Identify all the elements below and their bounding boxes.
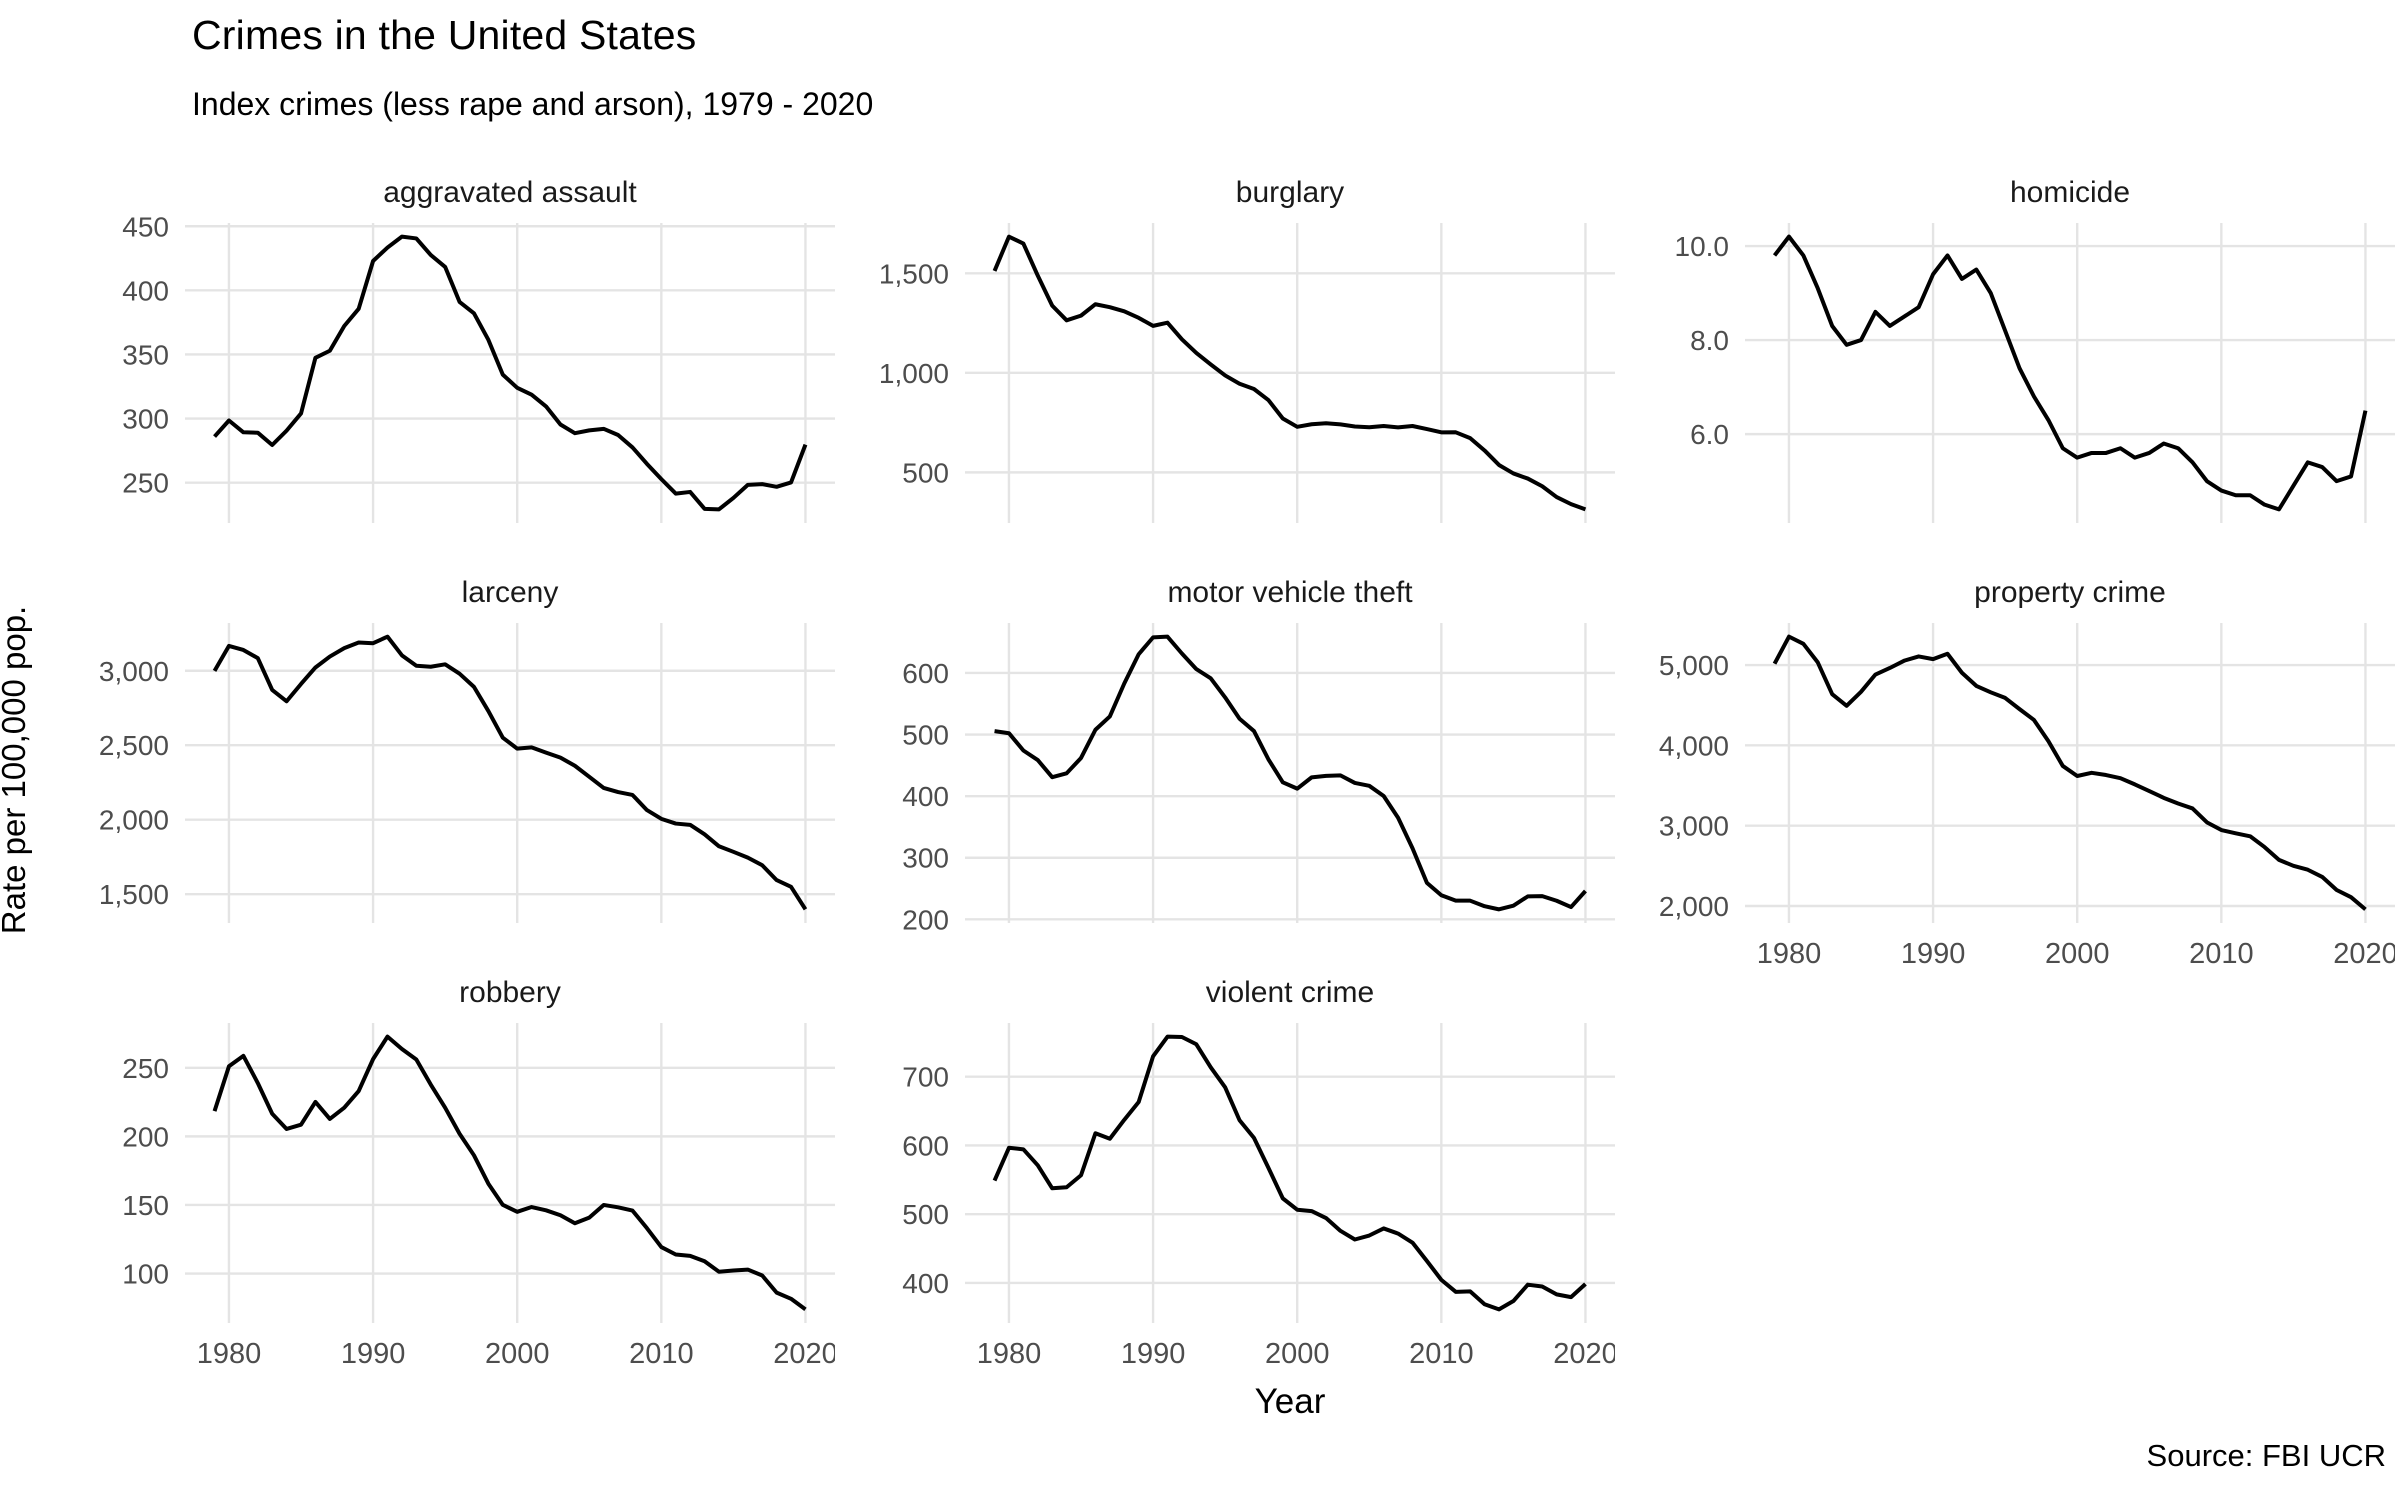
- facet-chart: robbery 100 150 200 250 1980 1990 2000 2010 2020: [122, 976, 837, 1370]
- x-tick-label: 1990: [1121, 1338, 1186, 1368]
- x-tick-label: 1980: [977, 1338, 1042, 1368]
- facet-panel-violent-crime: violent crime 400 500 600 700 1980 1990 2000 201…: [835, 968, 1617, 1370]
- x-tick-label: 1990: [341, 1338, 406, 1368]
- facet-panel-aggravated-assault: aggravated assault 250 300 350 400 450: [55, 168, 835, 568]
- y-tick-label: 600: [902, 1130, 949, 1161]
- y-axis-title: Rate per 100,000 pop.: [0, 605, 32, 935]
- facet-panel-larceny: larceny 1,500 2,000 2,500 3,000: [55, 568, 835, 968]
- y-tick-label: 4,000: [1659, 730, 1729, 761]
- y-tick-label: 1,500: [879, 258, 949, 289]
- y-tick-label: 700: [902, 1062, 949, 1093]
- facet-panel-robbery: robbery 100 150 200 250 1980 1990 2000 2010 2020: [55, 968, 837, 1370]
- trend-line: [1772, 234, 2368, 512]
- trend-line: [212, 634, 808, 911]
- trend-line: [994, 634, 1587, 912]
- facet-panel-homicide: homicide 6.0 8.0 10.0: [1615, 168, 2395, 568]
- x-tick-label: 2010: [2189, 938, 2254, 968]
- y-tick-label: 100: [122, 1259, 169, 1290]
- y-tick-label: 1,000: [879, 358, 949, 389]
- trend-line: [212, 1034, 807, 1311]
- y-tick-label: 5,000: [1659, 650, 1729, 681]
- y-tick-label: 2,000: [99, 805, 169, 836]
- facet-strip-title: property crime: [1974, 576, 2166, 609]
- y-tick-label: 250: [122, 468, 169, 499]
- facet-chart: aggravated assault 250 300 350 400 450: [122, 176, 835, 523]
- y-tick-label: 10.0: [1675, 231, 1730, 262]
- y-tick-label: 600: [902, 658, 949, 689]
- trend-line: [992, 234, 1587, 512]
- trend-line: [213, 234, 808, 512]
- facet-panel-property-crime: property crime 2,000 3,000 4,000 5,000 1980 19…: [1615, 568, 2398, 970]
- y-tick-label: 3,000: [1659, 811, 1729, 842]
- facet-chart: violent crime 400 500 600 700 1980 1990 2000 201…: [902, 976, 1617, 1370]
- y-tick-label: 1,500: [99, 879, 169, 910]
- facet-panel-burglary: burglary 500 1,000 1,500: [835, 168, 1615, 568]
- source-caption: Source: FBI UCR: [2146, 1438, 2386, 1473]
- x-tick-label: 2010: [1409, 1338, 1474, 1368]
- y-tick-label: 2,000: [1659, 891, 1729, 922]
- facet-strip-title: homicide: [2010, 176, 2130, 209]
- facet-strip-title: robbery: [459, 976, 561, 1009]
- facet-strip-title: aggravated assault: [383, 176, 637, 209]
- y-tick-label: 250: [122, 1053, 169, 1084]
- x-tick-label: 2010: [629, 1338, 694, 1368]
- y-tick-label: 400: [902, 1268, 949, 1299]
- trend-line: [1772, 634, 2367, 911]
- y-tick-label: 450: [122, 211, 169, 242]
- y-tick-label: 500: [902, 1199, 949, 1230]
- y-tick-label: 2,500: [99, 730, 169, 761]
- y-tick-label: 350: [122, 339, 169, 370]
- facet-chart: homicide 6.0 8.0 10.0: [1675, 176, 2395, 523]
- y-tick-label: 6.0: [1690, 419, 1729, 450]
- x-tick-label: 1980: [197, 1338, 262, 1368]
- y-tick-label: 150: [122, 1190, 169, 1221]
- x-tick-label: 1990: [1901, 938, 1966, 968]
- facet-panel-empty: [1615, 968, 2395, 1368]
- trend-line: [992, 1034, 1587, 1312]
- x-tick-label: 2020: [2333, 938, 2395, 968]
- y-tick-label: 400: [902, 781, 949, 812]
- y-tick-label: 500: [902, 720, 949, 751]
- y-tick-label: 500: [902, 457, 949, 488]
- facet-chart: burglary 500 1,000 1,500: [879, 176, 1615, 523]
- chart-title: Crimes in the United States: [192, 12, 697, 58]
- y-tick-label: 400: [122, 275, 169, 306]
- facet-strip-title: burglary: [1236, 176, 1344, 209]
- x-tick-label: 2000: [2045, 938, 2110, 968]
- y-tick-label: 300: [122, 404, 169, 435]
- facet-strip-title: larceny: [462, 576, 559, 609]
- facet-strip-title: violent crime: [1206, 976, 1374, 1009]
- y-tick-label: 300: [902, 843, 949, 874]
- x-tick-label: 2000: [1265, 1338, 1330, 1368]
- facet-chart: motor vehicle theft 200 300 400 500 600: [902, 576, 1615, 935]
- facet-chart: property crime 2,000 3,000 4,000 5,000 1980 19…: [1659, 576, 2398, 970]
- chart-subtitle: Index crimes (less rape and arson), 1979…: [192, 86, 874, 122]
- y-tick-label: 200: [122, 1121, 169, 1152]
- y-tick-label: 8.0: [1690, 325, 1729, 356]
- facet-grid: aggravated assault 250 300 350 400 450 burgla…: [55, 168, 2398, 1370]
- y-tick-label: 3,000: [99, 656, 169, 687]
- facet-panel-motor-vehicle-theft: motor vehicle theft 200 300 400 500 600: [835, 568, 1615, 968]
- y-tick-label: 200: [902, 904, 949, 935]
- x-tick-label: 2020: [1553, 1338, 1615, 1368]
- x-tick-label: 1980: [1757, 938, 1822, 968]
- facet-strip-title: motor vehicle theft: [1167, 576, 1413, 609]
- facet-chart: larceny 1,500 2,000 2,500 3,000: [99, 576, 835, 923]
- x-tick-label: 2000: [485, 1338, 550, 1368]
- x-tick-label: 2020: [773, 1338, 835, 1368]
- x-axis-title: Year: [1254, 1382, 1326, 1421]
